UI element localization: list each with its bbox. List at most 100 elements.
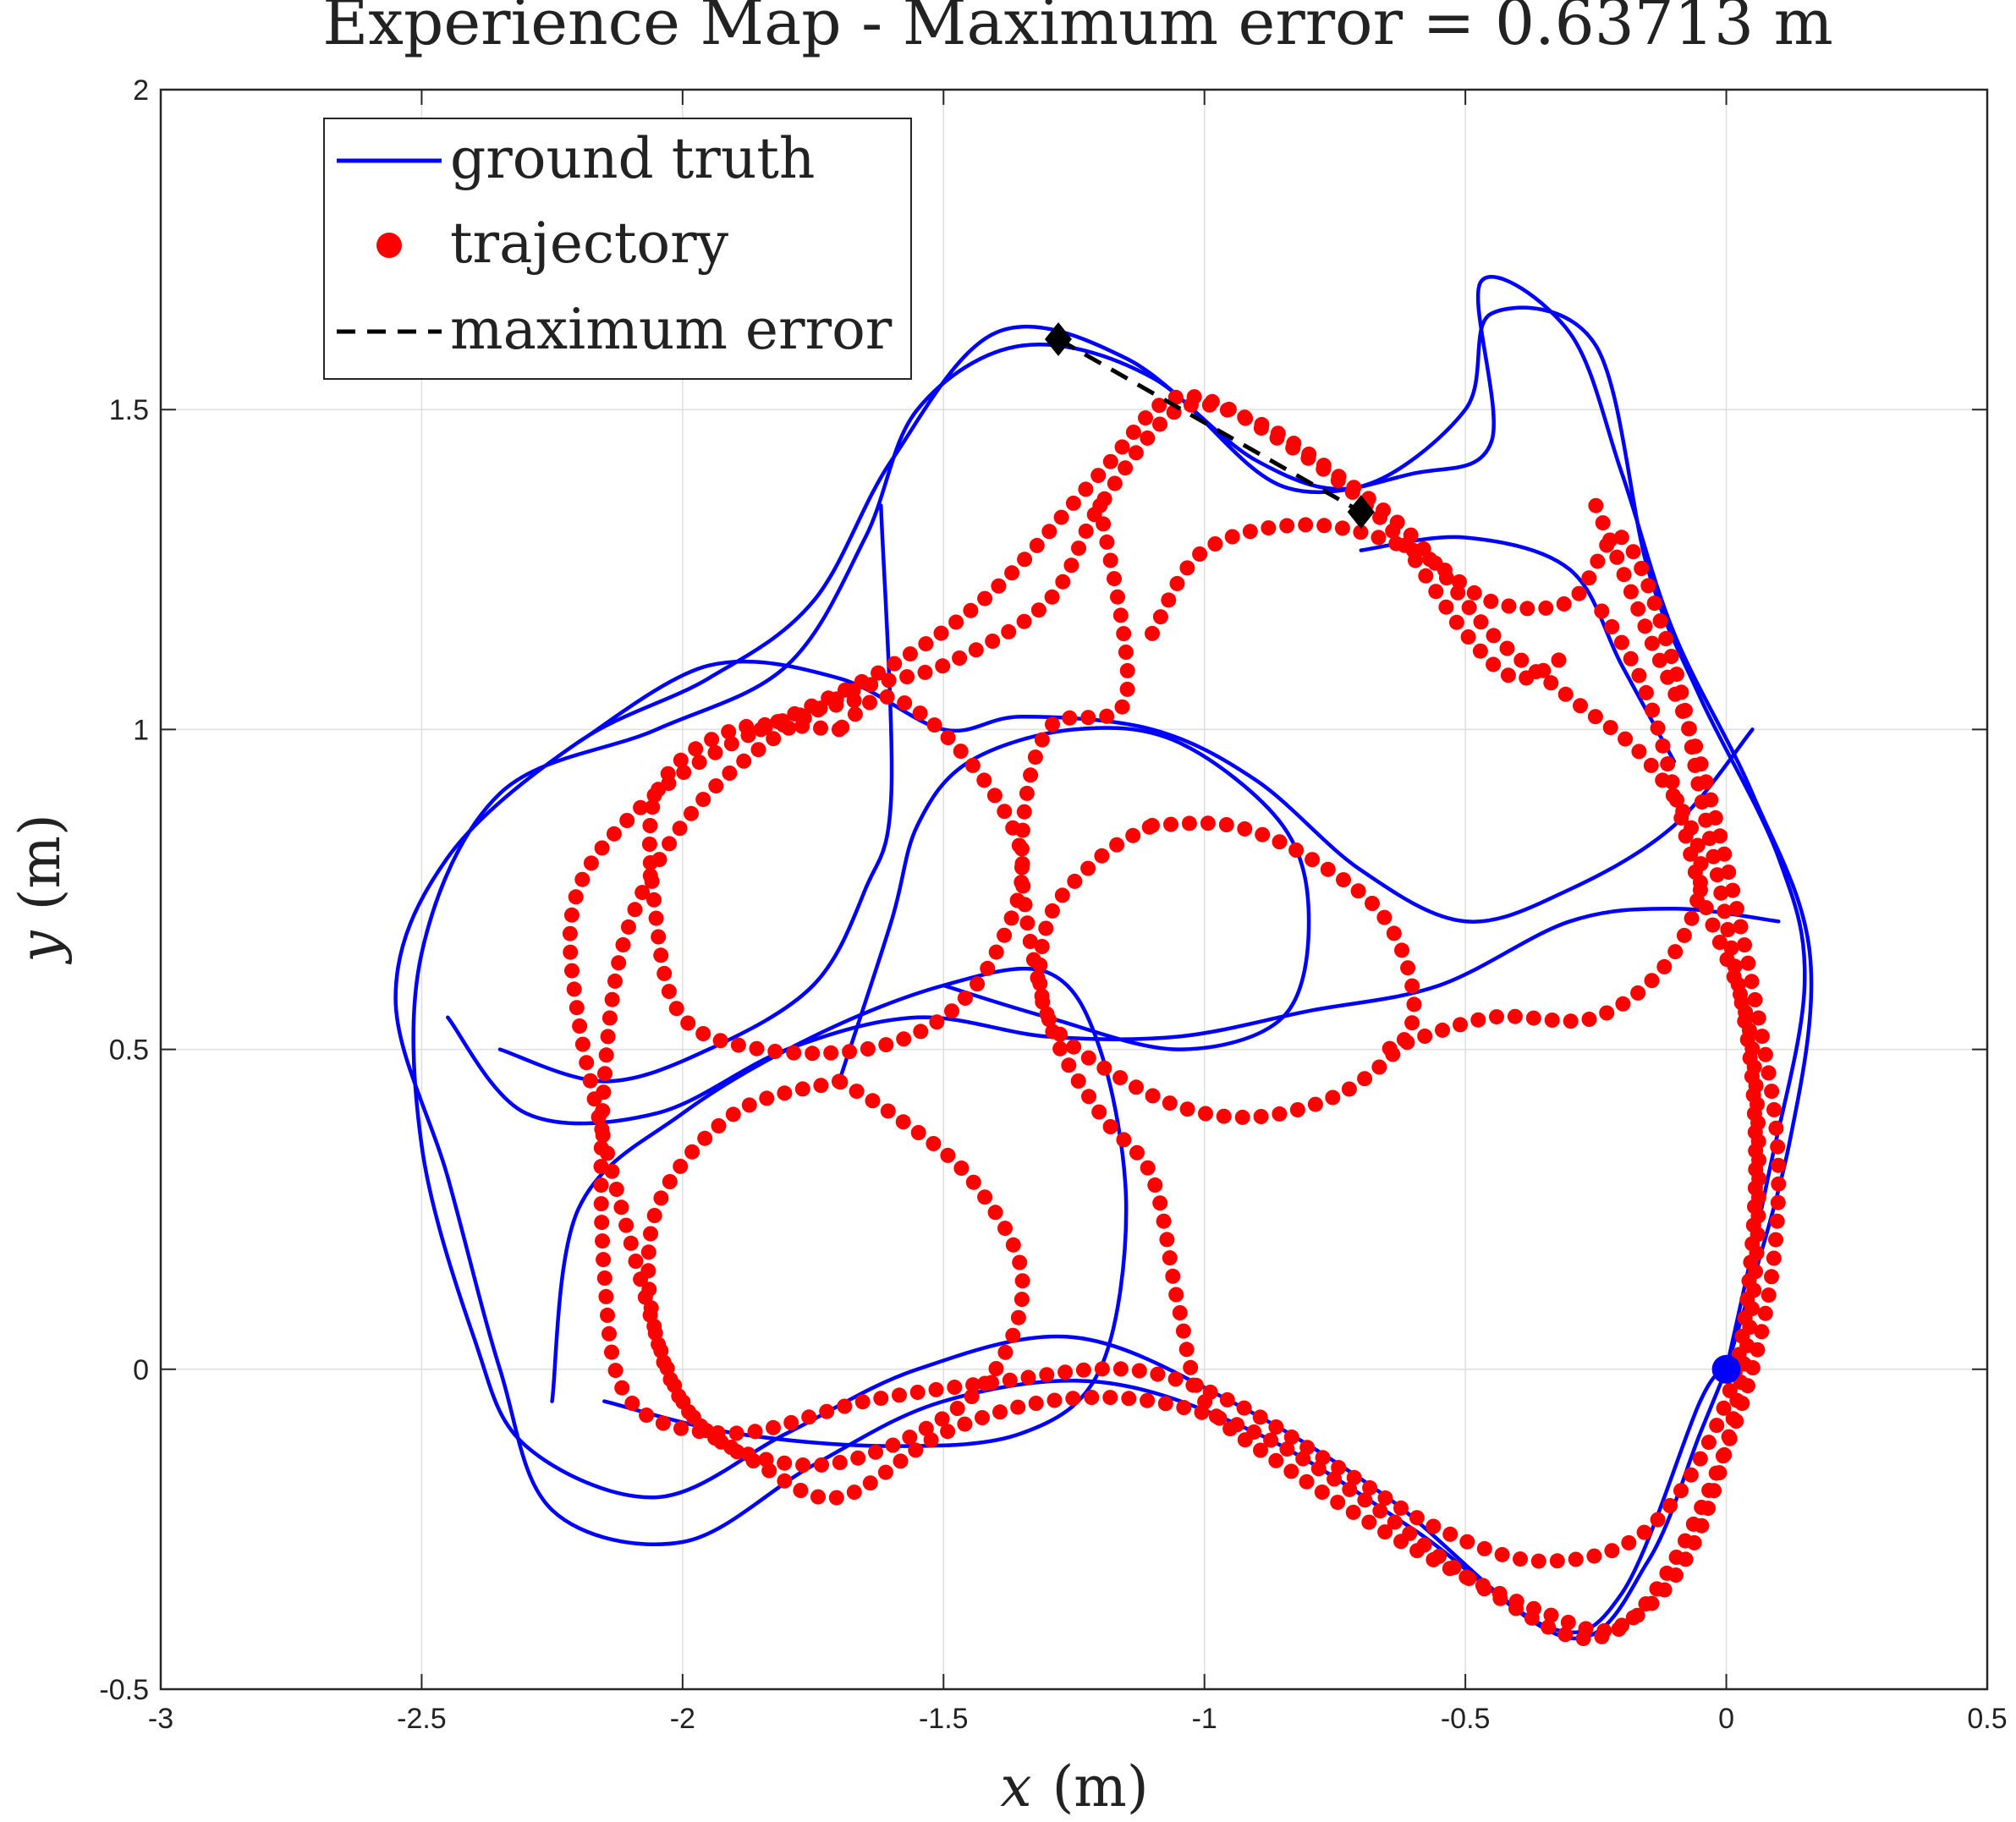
trajectory-point bbox=[722, 766, 738, 781]
trajectory-point bbox=[783, 1414, 799, 1430]
trajectory-point bbox=[1268, 1452, 1284, 1468]
trajectory-point bbox=[1400, 960, 1416, 976]
trajectory-point bbox=[1341, 1081, 1357, 1097]
trajectory-point bbox=[1549, 1553, 1565, 1569]
trajectory-point bbox=[1152, 1195, 1168, 1211]
trajectory-point bbox=[1152, 609, 1168, 625]
trajectory-point bbox=[1650, 720, 1666, 736]
trajectory-point bbox=[1238, 410, 1254, 426]
trajectory-point bbox=[582, 1073, 598, 1089]
trajectory-point bbox=[1300, 450, 1316, 466]
trajectory-point bbox=[1461, 600, 1477, 616]
trajectory-point bbox=[1080, 710, 1096, 726]
trajectory-point bbox=[1586, 1548, 1602, 1564]
trajectory-point bbox=[1372, 509, 1388, 525]
trajectory-point bbox=[1470, 1012, 1486, 1028]
trajectory-point bbox=[1645, 702, 1661, 718]
y-tick-label: -0.5 bbox=[99, 1674, 149, 1706]
trajectory-point bbox=[1500, 667, 1516, 683]
trajectory-point bbox=[668, 1001, 684, 1017]
series-maximum-error bbox=[1044, 321, 1375, 530]
trajectory-point bbox=[1017, 552, 1033, 568]
trajectory-point bbox=[1684, 910, 1700, 926]
trajectory-point bbox=[655, 1415, 671, 1431]
trajectory-point bbox=[1404, 978, 1420, 994]
trajectory-point bbox=[598, 1047, 614, 1063]
trajectory-point bbox=[1746, 1282, 1762, 1298]
trajectory-point bbox=[1651, 652, 1667, 668]
trajectory-point bbox=[641, 837, 657, 852]
trajectory-point bbox=[1750, 1133, 1766, 1150]
trajectory-point bbox=[1385, 523, 1401, 539]
trajectory-point bbox=[1094, 848, 1110, 864]
trajectory-point bbox=[1372, 1503, 1388, 1519]
trajectory-point bbox=[1362, 1479, 1378, 1495]
trajectory-point bbox=[1740, 955, 1756, 971]
trajectory-point bbox=[1737, 937, 1752, 953]
trajectory-point bbox=[1107, 475, 1123, 491]
trajectory-point bbox=[667, 1377, 683, 1393]
trajectory-point bbox=[1167, 1371, 1184, 1387]
trajectory-point bbox=[1017, 897, 1033, 913]
trajectory-point bbox=[1029, 537, 1045, 553]
trajectory-point bbox=[1750, 1227, 1766, 1243]
trajectory-point bbox=[1676, 927, 1692, 943]
trajectory-point bbox=[1438, 570, 1454, 586]
trajectory-point bbox=[1237, 820, 1253, 837]
trajectory-point bbox=[740, 727, 756, 744]
trajectory-point bbox=[997, 1221, 1013, 1237]
trajectory-point bbox=[761, 1463, 777, 1479]
trajectory-point bbox=[1764, 1084, 1780, 1100]
trajectory-point bbox=[1066, 1039, 1082, 1055]
trajectory-point bbox=[1169, 575, 1185, 591]
trajectory-point bbox=[1023, 767, 1039, 783]
x-tick-label: -1 bbox=[1192, 1703, 1217, 1735]
trajectory-point bbox=[1224, 529, 1240, 545]
x-tick-label: -3 bbox=[148, 1703, 173, 1735]
trajectory-point bbox=[1757, 1305, 1773, 1321]
trajectory-point bbox=[1557, 1627, 1574, 1643]
trajectory-point bbox=[1118, 460, 1134, 476]
trajectory-point bbox=[1629, 1607, 1645, 1623]
trajectory-point bbox=[627, 902, 643, 918]
trajectory-point bbox=[1168, 1287, 1184, 1303]
trajectory-point bbox=[653, 1190, 669, 1206]
trajectory-point bbox=[753, 722, 769, 738]
trajectory-point bbox=[1014, 1273, 1030, 1289]
trajectory-point bbox=[1096, 516, 1112, 532]
trajectory-point bbox=[614, 1380, 630, 1396]
trajectory-point bbox=[1660, 669, 1676, 685]
x-tick-label: -0.5 bbox=[1441, 1703, 1491, 1735]
trajectory-point bbox=[1664, 774, 1680, 790]
trajectory-point bbox=[695, 1026, 711, 1041]
trajectory-point bbox=[1071, 541, 1086, 557]
trajectory-point bbox=[1459, 1534, 1475, 1550]
trajectory-point bbox=[673, 752, 689, 768]
trajectory-point bbox=[1508, 1594, 1524, 1610]
trajectory-point bbox=[1716, 1400, 1732, 1416]
trajectory-point bbox=[1346, 1469, 1362, 1485]
trajectory-point bbox=[1409, 1543, 1425, 1559]
trajectory-point bbox=[608, 1182, 624, 1197]
trajectory-point bbox=[1253, 420, 1269, 436]
trajectory-point bbox=[1034, 732, 1050, 748]
trajectory-point bbox=[1156, 1213, 1172, 1229]
trajectory-point bbox=[1377, 1490, 1393, 1506]
trajectory-point bbox=[646, 788, 662, 804]
trajectory-point bbox=[1119, 662, 1135, 678]
trajectory-point bbox=[1764, 1269, 1779, 1285]
trajectory-point bbox=[562, 925, 578, 941]
tick-labels: -3 -2.5 -2 -1.5 -1 -0.5 0 0.5 -0.5 0 0.5 1 1.5 2 bbox=[99, 74, 2007, 1735]
trajectory-point bbox=[1663, 649, 1679, 664]
ground-truth-path bbox=[837, 726, 1311, 1084]
trajectory-point bbox=[1768, 1120, 1784, 1136]
trajectory-point bbox=[1145, 1088, 1161, 1104]
trajectory-point bbox=[1571, 585, 1587, 601]
series-layer bbox=[393, 275, 1814, 1647]
trajectory-point bbox=[1325, 1089, 1341, 1106]
trajectory-point bbox=[1486, 628, 1502, 644]
trajectory-point bbox=[745, 1453, 761, 1468]
trajectory-point bbox=[970, 976, 986, 992]
trajectory-point bbox=[1376, 909, 1393, 925]
trajectory-point bbox=[1061, 1057, 1077, 1073]
